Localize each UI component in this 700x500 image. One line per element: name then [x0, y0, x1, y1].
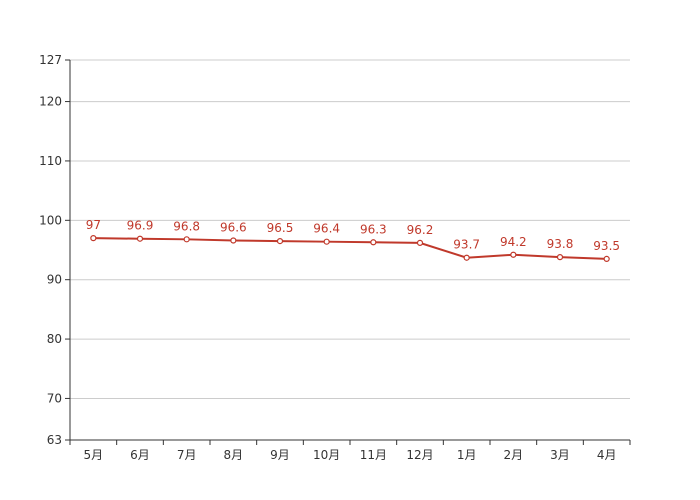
data-label: 96.2	[407, 223, 434, 237]
data-label: 96.4	[313, 222, 340, 236]
series-line-group	[93, 237, 607, 260]
data-labels: 97 96.9 96.8 96.6 96.5 96.4 96.3 96.2 93.7 94.2 93…	[86, 218, 620, 253]
data-label: 97	[86, 218, 101, 232]
data-label: 96.3	[360, 222, 387, 236]
y-tick-label: 90	[47, 273, 62, 287]
data-label: 93.8	[547, 237, 574, 251]
data-point[interactable]	[230, 237, 237, 244]
data-point[interactable]	[603, 255, 610, 263]
y-tick-label: 120	[39, 95, 62, 109]
data-point[interactable]	[90, 235, 97, 242]
data-points	[90, 235, 610, 263]
data-point[interactable]	[510, 251, 517, 258]
data-point[interactable]	[416, 239, 424, 246]
y-tick-label: 110	[39, 154, 62, 168]
data-label: 93.5	[593, 239, 620, 253]
x-tick-label: 8月	[224, 448, 244, 462]
data-label: 93.7	[453, 238, 480, 252]
x-tick-label: 11月	[360, 448, 387, 462]
data-label: 96.9	[127, 219, 154, 233]
data-point[interactable]	[183, 236, 190, 243]
y-tick-label: 63	[47, 433, 62, 447]
data-label: 96.5	[267, 221, 294, 235]
data-point[interactable]	[463, 254, 470, 261]
x-tick-label: 10月	[313, 448, 340, 462]
x-tick-label: 7月	[177, 448, 197, 462]
data-label: 96.6	[220, 221, 247, 235]
y-tick-label: 100	[39, 213, 62, 227]
x-tick-label: 4月	[597, 448, 617, 462]
x-tick-label: 3月	[550, 448, 570, 462]
y-axis-ticks: 63 70 80 90 100 110 120 127	[39, 53, 70, 447]
x-tick-label: 2月	[504, 448, 524, 462]
x-tick-label: 1月	[457, 448, 477, 462]
series-line	[93, 237, 607, 260]
x-tick-label: 9月	[270, 448, 290, 462]
data-point[interactable]	[323, 238, 330, 245]
x-axis-ticks: 5月 6月 7月 8月 9月 10月 11月 12月 1月 2月 3月 4月	[69, 440, 631, 462]
data-label: 96.8	[173, 219, 200, 233]
x-tick-label: 12月	[406, 448, 433, 462]
x-tick-label: 6月	[130, 448, 150, 462]
data-point[interactable]	[276, 237, 284, 245]
grid-lines	[70, 59, 630, 399]
y-tick-label: 80	[47, 332, 62, 346]
data-point[interactable]	[136, 235, 144, 242]
y-tick-label: 70	[47, 391, 62, 405]
x-tick-label: 5月	[84, 448, 104, 462]
y-tick-label: 127	[39, 53, 62, 67]
data-label: 94.2	[500, 235, 527, 249]
data-point[interactable]	[370, 239, 377, 246]
data-point[interactable]	[556, 254, 564, 261]
